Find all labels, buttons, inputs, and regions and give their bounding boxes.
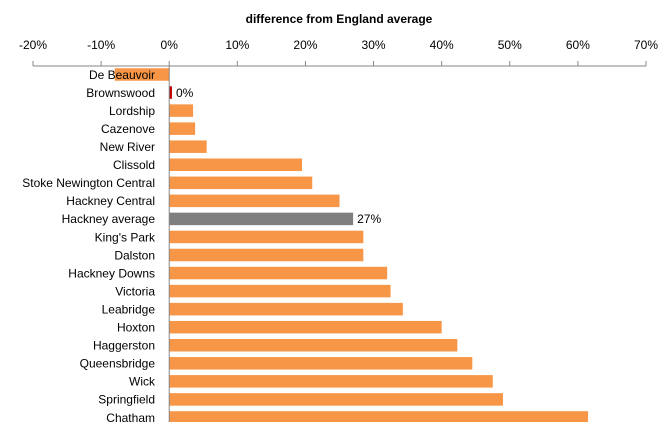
category-label: Stoke Newington Central (22, 176, 155, 190)
bar (169, 122, 196, 135)
category-label: Wick (129, 375, 156, 389)
x-tick-label: 20% (293, 38, 317, 52)
x-tick-label: 60% (566, 38, 590, 52)
x-tick-label: 50% (498, 38, 522, 52)
bar (169, 158, 303, 171)
x-tick-label: 0% (161, 38, 179, 52)
category-label: Springfield (98, 393, 155, 407)
category-label: King's Park (95, 230, 156, 244)
bar (114, 68, 170, 81)
bar (169, 302, 403, 316)
category-labels: De Beauvoir Brownswood Lordship Cazenove New… (22, 68, 156, 425)
category-label: Chatham (106, 411, 155, 422)
category-label: Hackney Downs (68, 266, 155, 280)
x-axis: -20% -10% 0% 10% 20% 30% 40% 50% 60% 70% (19, 38, 658, 67)
bar (169, 339, 458, 352)
x-tick-label: 40% (430, 38, 454, 52)
bar (169, 140, 207, 153)
x-tick-label: 10% (225, 38, 249, 52)
category-label: Leabridge (102, 302, 156, 316)
category-label: De Beauvoir (89, 68, 155, 82)
x-tick-label: -10% (87, 38, 115, 52)
category-label: Clissold (113, 158, 155, 172)
bar (169, 393, 503, 406)
category-label: Dalston (114, 248, 155, 262)
bar (169, 357, 473, 370)
bar (169, 212, 354, 226)
category-label: Hoxton (117, 321, 155, 335)
bar (169, 230, 364, 244)
bar (169, 320, 442, 334)
x-tick-label: 30% (362, 38, 386, 52)
bar (169, 248, 364, 262)
category-label: Cazenove (101, 122, 155, 136)
bar (169, 284, 391, 298)
category-label: Lordship (109, 104, 155, 118)
data-label: 27% (357, 212, 381, 226)
bars (114, 66, 589, 424)
bar (169, 104, 194, 117)
bar (169, 266, 388, 280)
data-labels: 0% 27% (176, 86, 382, 226)
category-label: Haggerston (93, 339, 155, 353)
bar (169, 411, 589, 424)
category-label: Brownswood (86, 86, 155, 100)
category-label: Queensbridge (80, 357, 156, 371)
bar (169, 176, 313, 190)
bar (169, 86, 172, 99)
x-tick-label: 70% (634, 38, 658, 52)
category-label: Hackney average (62, 212, 156, 226)
category-label: Hackney Central (66, 194, 155, 208)
x-tick-label: -20% (19, 38, 47, 52)
chart-title: difference from England average (246, 12, 433, 26)
category-label: New River (100, 140, 155, 154)
bar (169, 194, 340, 208)
data-label: 0% (176, 86, 194, 100)
bar (169, 375, 493, 388)
category-label: Victoria (115, 284, 155, 298)
